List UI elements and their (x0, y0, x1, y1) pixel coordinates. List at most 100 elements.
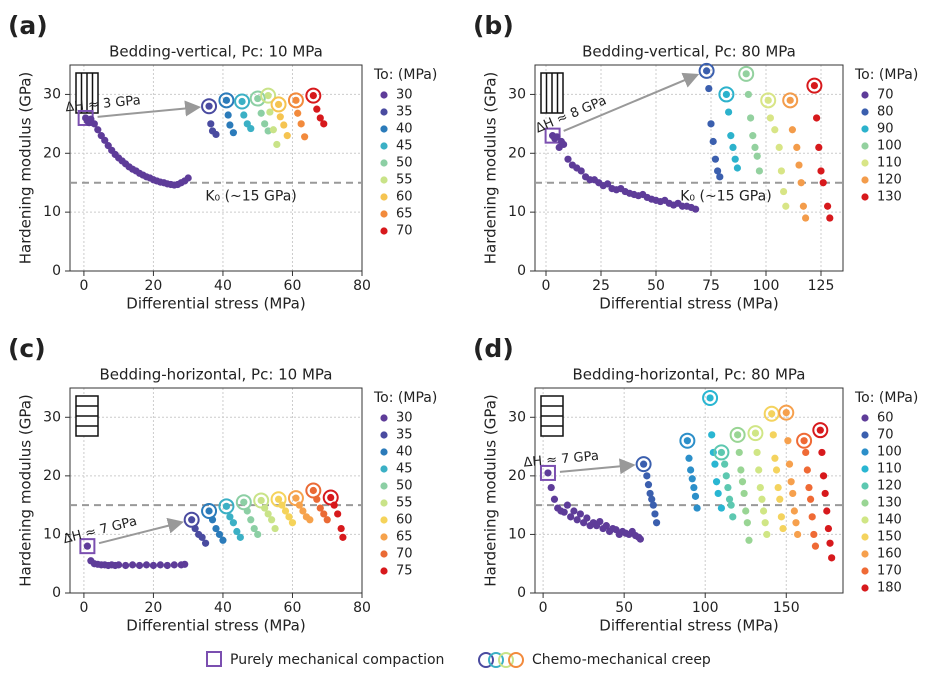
creep-marker (713, 444, 730, 461)
data-point (101, 136, 109, 144)
data-point (292, 96, 300, 104)
compaction-marker (79, 538, 96, 555)
data-point (266, 108, 274, 116)
legend-label: 45 (396, 462, 413, 477)
data-point (339, 533, 347, 541)
data-point (722, 90, 731, 99)
x-axis-label: Differential stress (MPa) (126, 295, 305, 313)
legend-label: 130 (877, 496, 902, 511)
x-tick-label: 125 (808, 278, 835, 294)
data-point (115, 561, 123, 569)
legend-label: 40 (396, 122, 413, 137)
data-point (803, 466, 811, 474)
plot-frame (534, 387, 844, 594)
x-tick-label: 75 (702, 278, 720, 294)
data-point (735, 448, 743, 457)
data-point (787, 478, 795, 486)
data-point (742, 70, 750, 78)
legend-marker (861, 465, 869, 473)
y-axis-label: Hardening modulus (GPa) (17, 72, 35, 265)
data-point (301, 133, 309, 141)
annotation-arrow (98, 517, 184, 545)
legend-marker (861, 584, 869, 592)
legend-label: 60 (396, 513, 413, 528)
data-point (337, 524, 345, 533)
legend-label: 30 (396, 88, 413, 103)
data-point (731, 155, 739, 163)
legend-marker (380, 193, 388, 201)
x-tick-label: 40 (214, 278, 232, 294)
creep-marker (235, 494, 252, 511)
creep-marker (234, 93, 251, 110)
data-point (544, 469, 552, 477)
data-point (233, 527, 241, 536)
x-axis-label: Differential stress (MPa) (599, 617, 778, 635)
data-point (717, 448, 726, 457)
legend-marker (380, 482, 388, 490)
panel: (c) Bedding-horizontal, Pc: 10 MPa Differe… (8, 334, 437, 635)
chart-title: Bedding-horizontal, Pc: 80 MPa (573, 366, 806, 384)
data-point (729, 143, 737, 151)
legend-label: 35 (396, 105, 413, 120)
data-point (761, 519, 769, 527)
data-point (747, 114, 755, 122)
data-point (790, 507, 798, 515)
data-point (706, 394, 714, 402)
creep-marker (796, 432, 813, 449)
data-point (226, 121, 234, 129)
data-point (90, 120, 98, 128)
data-point (602, 522, 610, 530)
creep-marker (260, 87, 277, 104)
x-tick-label: 60 (284, 600, 302, 616)
reference-label: K₀ (~15 GPa) (205, 189, 296, 205)
data-point (777, 167, 786, 175)
data-point (596, 517, 604, 526)
data-point (323, 516, 331, 524)
data-point (201, 539, 210, 547)
creep-marker (305, 482, 322, 499)
legend-title: To: (MPa) (373, 390, 437, 406)
data-point (816, 426, 824, 434)
x-tick-label: 20 (145, 278, 163, 294)
x-tick-label: 80 (353, 278, 371, 294)
data-point (264, 92, 272, 100)
data-point (806, 495, 815, 503)
panel-label: (c) (8, 334, 46, 363)
data-point (649, 501, 657, 509)
x-tick-label: 150 (773, 600, 800, 616)
data-point (815, 143, 823, 151)
y-tick-label: 20 (43, 145, 61, 161)
legend-marker (380, 159, 388, 167)
data-point (779, 524, 787, 533)
y-tick-label: 20 (508, 468, 526, 484)
data-point (652, 519, 661, 527)
data-point (573, 516, 581, 524)
legend-marker (861, 159, 869, 167)
data-point (163, 561, 171, 570)
data-point (261, 120, 269, 128)
creep-marker (679, 432, 696, 449)
data-point (733, 164, 742, 172)
data-point (297, 120, 305, 128)
creep-marker (270, 96, 287, 113)
x-tick-label: 80 (353, 600, 371, 616)
data-point (776, 495, 784, 503)
annotation: ΔH ≈ 3 GPa (65, 93, 142, 115)
data-point (313, 105, 321, 113)
legend-marker (861, 567, 869, 575)
y-tick-label: 0 (52, 585, 61, 601)
annotation: ΔH ≈ 7 GPa (523, 449, 600, 471)
legend-label: 70 (877, 428, 894, 443)
y-tick-label: 10 (43, 526, 61, 542)
data-point (819, 472, 828, 480)
data-point (269, 126, 277, 134)
square-icon (206, 651, 222, 667)
data-point (316, 114, 324, 122)
data-point (281, 507, 290, 515)
y-tick-label: 30 (508, 86, 526, 102)
data-point (229, 129, 237, 137)
creep-marker (249, 90, 266, 107)
y-axis-label: Hardening modulus (GPa) (482, 72, 500, 265)
data-point (261, 504, 269, 512)
legend-marker (861, 550, 869, 558)
